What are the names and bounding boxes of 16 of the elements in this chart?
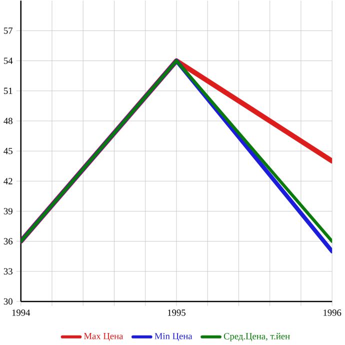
y-tick-label: 57	[4, 28, 13, 34]
x-tick-label: 1994	[12, 310, 30, 316]
y-tick-label: 36	[4, 238, 13, 244]
y-tick-label: 48	[4, 118, 12, 124]
legend-label: Сред.Цена, т.йен	[224, 332, 290, 342]
legend-label: Max Цена	[84, 333, 124, 342]
x-tick-label: 1996	[324, 310, 342, 316]
y-tick-label: 30	[4, 298, 12, 305]
y-tick-label: 54	[4, 58, 13, 64]
y-tick-label: 42	[4, 178, 12, 184]
x-tick-label: 1995	[168, 310, 186, 316]
y-tick-label: 33	[4, 268, 12, 275]
y-tick-label: 45	[4, 148, 12, 154]
y-tick-label: 39	[4, 208, 12, 214]
legend-label: Min Цена	[154, 333, 192, 342]
y-tick-label: 51	[4, 88, 12, 94]
